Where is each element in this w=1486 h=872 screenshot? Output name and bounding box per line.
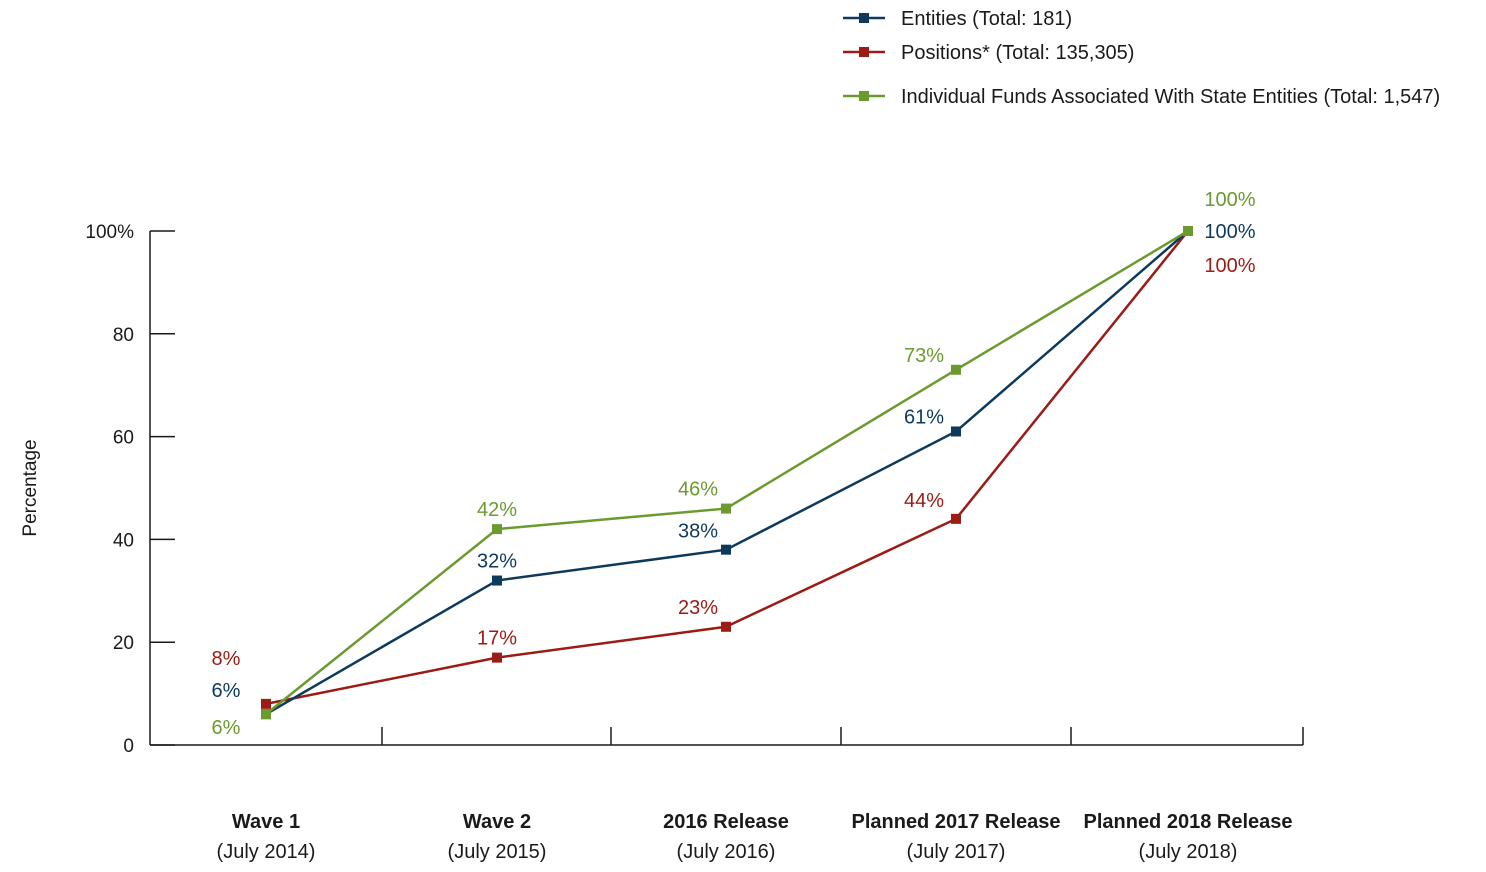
x-tick-sublabel: (July 2018) — [1139, 841, 1238, 863]
data-label: 44% — [904, 490, 944, 512]
data-label: 61% — [904, 406, 944, 428]
y-tick-label: 0 — [123, 736, 134, 757]
y-tick-label: 100% — [85, 222, 134, 243]
data-label: 17% — [477, 628, 517, 650]
legend-swatch-marker — [859, 47, 869, 57]
x-tick-label: Wave 2 — [463, 811, 531, 833]
series-lines — [261, 226, 1193, 720]
legend-entry: Entities (Total: 181) — [901, 8, 1072, 30]
y-tick-label: 40 — [113, 530, 134, 551]
legend: Entities (Total: 181) Positions* (Total: … — [843, 8, 1440, 108]
x-tick-label: Planned 2017 Release — [851, 811, 1060, 833]
data-label: 8% — [212, 648, 241, 670]
y-tick-label: 60 — [113, 428, 134, 449]
x-tick-label: Wave 1 — [232, 811, 300, 833]
data-point — [951, 513, 961, 524]
data-labels: 6% 32% 38% 61% 100% 8% 17% 23% 44% 100% 6% 42% 46% 73… — [212, 189, 1256, 739]
x-tick-sublabel: (July 2015) — [448, 841, 547, 863]
data-point — [721, 503, 731, 514]
x-tick-label: Planned 2018 Release — [1083, 811, 1292, 833]
data-label: 23% — [678, 597, 718, 619]
x-tick-sublabel: (July 2017) — [907, 841, 1006, 863]
data-point — [261, 698, 271, 709]
data-point — [492, 575, 502, 586]
y-tick-label: 20 — [113, 633, 134, 654]
data-point — [492, 524, 502, 535]
x-tick-sublabel: (July 2016) — [677, 841, 776, 863]
data-label: 100% — [1204, 189, 1255, 211]
data-point — [261, 709, 271, 720]
data-label: 6% — [212, 717, 241, 739]
data-label: 73% — [904, 345, 944, 367]
x-tick-sublabel: (July 2014) — [217, 841, 316, 863]
x-tick-label: 2016 Release — [663, 811, 789, 833]
data-point — [721, 544, 731, 555]
legend-swatch-marker — [859, 13, 869, 23]
series-line — [265, 229, 1189, 716]
data-point — [1183, 226, 1193, 236]
data-label: 32% — [477, 551, 517, 573]
y-tick-label: 80 — [113, 325, 134, 346]
y-axis-title: Percentage — [20, 439, 41, 536]
data-label: 46% — [678, 479, 718, 501]
data-label: 100% — [1204, 255, 1255, 277]
data-label: 100% — [1204, 221, 1255, 243]
data-label: 6% — [212, 680, 241, 702]
data-point — [951, 364, 961, 375]
legend-entry: Individual Funds Associated With State E… — [901, 86, 1440, 108]
data-point — [492, 652, 502, 663]
category-labels: Wave 1 (July 2014) Wave 2 (July 2015) 2016 R… — [217, 811, 1293, 863]
axes: 0 20 40 60 80 100% Percentage — [20, 222, 1304, 757]
data-label: 38% — [678, 521, 718, 543]
series-line — [265, 230, 1189, 716]
data-point — [951, 426, 961, 437]
legend-entry: Positions* (Total: 135,305) — [901, 42, 1134, 64]
data-point — [721, 621, 731, 632]
legend-swatch-marker — [859, 91, 869, 101]
data-label: 42% — [477, 499, 517, 521]
